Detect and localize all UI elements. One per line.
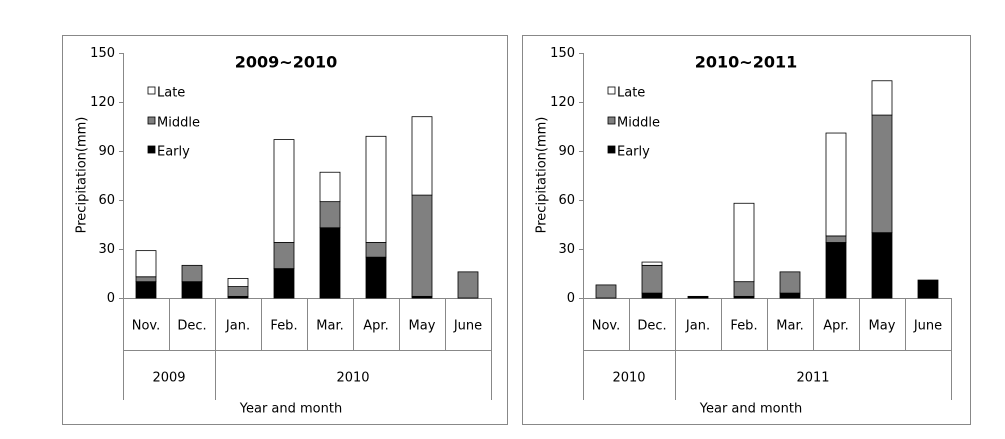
y-tick-label: 0: [567, 291, 575, 306]
bar-segment: [365, 135, 387, 243]
bar-segment: [273, 268, 295, 299]
bar-segment: [825, 235, 847, 243]
x-tick-label: Jan.: [685, 319, 710, 334]
bar-segment: [641, 292, 663, 299]
y-axis-label: Precipitation(mm): [75, 117, 90, 234]
bar-segment: [457, 271, 479, 299]
bar-segment: [779, 271, 801, 294]
bar-segment: [319, 227, 341, 299]
x-tick-label: Dec.: [637, 319, 666, 334]
chart-title: 2009~2010: [235, 53, 337, 72]
x-tick-label: Feb.: [730, 319, 757, 334]
bar-segment: [871, 232, 893, 299]
x-tick-label: June: [913, 319, 942, 334]
x-tick-label: Dec.: [177, 319, 206, 334]
x-tick-label: May: [869, 319, 896, 334]
y-tick-label: 60: [98, 193, 115, 208]
bar-segment: [227, 286, 249, 297]
y-tick-label: 150: [550, 46, 575, 61]
x-tick-label: May: [409, 319, 436, 334]
x-tick-label: Apr.: [823, 319, 848, 334]
y-tick-label: 30: [98, 242, 115, 257]
bar-segment: [779, 292, 801, 299]
x-tick-label: June: [453, 319, 482, 334]
y-tick-label: 150: [90, 46, 115, 61]
legend-swatch: [147, 116, 156, 125]
bar-segment: [319, 201, 341, 229]
legend-label: Early: [157, 145, 190, 160]
x-tick-label: Nov.: [132, 319, 161, 334]
bar-segment: [273, 139, 295, 243]
bar-segment: [687, 295, 709, 299]
x-tick-label: Nov.: [592, 319, 621, 334]
x-tick-label: Jan.: [225, 319, 250, 334]
bar-segment: [135, 250, 157, 278]
bar-segment: [273, 242, 295, 269]
legend-label: Middle: [157, 116, 200, 131]
y-tick-label: 120: [550, 95, 575, 110]
bar-segment: [871, 114, 893, 234]
y-tick-label: 0: [107, 291, 115, 306]
bar-segment: [365, 256, 387, 299]
bar-segment: [641, 261, 663, 266]
bar-segment: [641, 264, 663, 294]
bar-segment: [917, 279, 939, 299]
y-tick-label: 90: [558, 144, 575, 159]
bar-segment: [733, 281, 755, 297]
group-label: 2009: [152, 371, 185, 386]
bar-segment: [871, 80, 893, 116]
bar-segment: [365, 242, 387, 258]
y-tick-label: 120: [90, 95, 115, 110]
legend-label: Late: [617, 86, 645, 101]
group-label: 2010: [612, 371, 645, 386]
legend-swatch: [607, 116, 616, 125]
y-tick-label: 30: [558, 242, 575, 257]
bar-segment: [227, 277, 249, 287]
legend-swatch: [607, 86, 616, 95]
x-tick-label: Feb.: [270, 319, 297, 334]
group-label: 2011: [796, 371, 829, 386]
y-tick-label: 90: [98, 144, 115, 159]
x-tick-label: Mar.: [776, 319, 803, 334]
panel-frame: [522, 35, 971, 425]
x-axis-label: Year and month: [699, 402, 802, 417]
x-tick-label: Apr.: [363, 319, 388, 334]
y-axis-label: Precipitation(mm): [535, 117, 550, 234]
bar-segment: [825, 132, 847, 237]
bar-segment: [411, 116, 433, 196]
legend-label: Late: [157, 86, 185, 101]
legend-swatch: [607, 145, 616, 154]
bar-segment: [411, 194, 433, 297]
bar-segment: [135, 281, 157, 299]
bar-segment: [595, 284, 617, 299]
group-label: 2010: [336, 371, 369, 386]
legend-swatch: [147, 86, 156, 95]
bar-segment: [181, 264, 203, 283]
legend-label: Middle: [617, 116, 660, 131]
bar-segment: [319, 171, 341, 203]
bar-segment: [733, 202, 755, 283]
bar-segment: [135, 276, 157, 283]
panel-frame: [62, 35, 508, 425]
x-tick-label: Mar.: [316, 319, 343, 334]
chart-title: 2010~2011: [695, 53, 797, 72]
x-axis-label: Year and month: [239, 402, 342, 417]
y-tick-label: 60: [558, 193, 575, 208]
legend-label: Early: [617, 145, 650, 160]
legend-swatch: [147, 145, 156, 154]
bar-segment: [181, 281, 203, 299]
bar-segment: [825, 242, 847, 299]
